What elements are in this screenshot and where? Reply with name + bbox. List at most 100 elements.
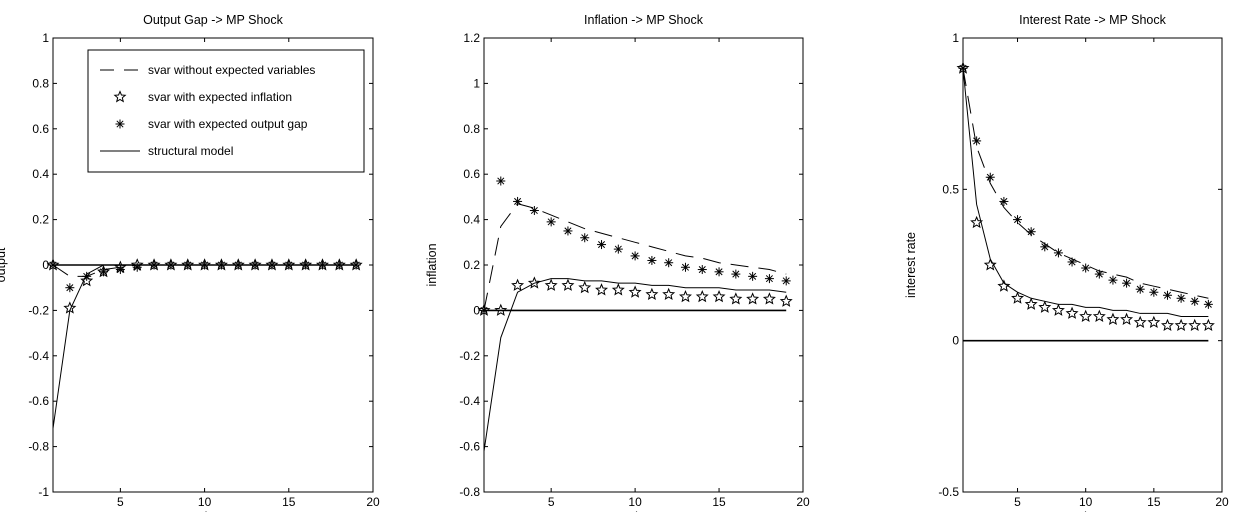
data-point-asterisk: [546, 217, 556, 227]
series-asterisk: [479, 176, 791, 315]
data-point-star: [983, 258, 997, 271]
data-point-star: [628, 285, 642, 298]
y-tick-label: 0.8: [32, 76, 49, 90]
legend-label: svar with expected inflation: [148, 90, 292, 104]
data-point-star: [746, 292, 760, 305]
data-point-star: [544, 278, 558, 291]
data-point-asterisk: [731, 269, 741, 279]
data-point-asterisk: [1094, 269, 1104, 279]
data-point-asterisk: [479, 305, 489, 315]
asterisk-stroke: [681, 263, 690, 271]
asterisk-stroke: [1027, 228, 1035, 236]
data-point-asterisk: [1013, 215, 1023, 225]
y-axis-label: output: [0, 247, 8, 282]
asterisk-stroke: [749, 272, 757, 280]
data-point-asterisk: [999, 196, 1009, 206]
series-line: [483, 278, 787, 452]
data-point-star: [80, 274, 94, 287]
asterisk-stroke: [1150, 288, 1158, 296]
data-point-asterisk: [1040, 242, 1050, 252]
chart-2: Inflation -> MP Shock -0.8 -0.6 -0.4 -0.2 0 0.…: [425, 13, 810, 512]
y-tick-label: 0.8: [463, 122, 480, 136]
y-tick-label: 0.4: [463, 213, 480, 227]
legend-label: svar without expected variables: [148, 63, 315, 77]
x-tick-label: 15: [282, 495, 296, 509]
plot-frame: [962, 37, 1223, 493]
asterisk-stroke: [530, 206, 538, 215]
asterisk-stroke: [715, 268, 723, 276]
y-tick-label: -0.5: [938, 485, 959, 499]
data-point-asterisk: [748, 271, 758, 281]
data-point-asterisk: [1176, 293, 1186, 303]
data-point-star: [1024, 297, 1038, 310]
asterisk-stroke: [959, 64, 967, 72]
asterisk-stroke: [597, 241, 606, 249]
asterisk-stroke: [1204, 300, 1212, 308]
data-point-star: [1065, 306, 1079, 319]
series-dashed: [962, 68, 1209, 299]
x-tick-label: 20: [366, 495, 380, 509]
asterisk-stroke: [1013, 216, 1022, 224]
data-point-star: [1201, 318, 1215, 332]
data-point-asterisk: [647, 255, 657, 265]
chart-title: Output Gap -> MP Shock: [143, 13, 284, 27]
chart-title: Inflation -> MP Shock: [584, 13, 704, 27]
data-point-asterisk: [613, 244, 623, 254]
data-point-star: [1011, 291, 1024, 304]
y-tick-label: -0.8: [459, 485, 480, 499]
series-solid: [52, 264, 357, 429]
y-tick-label: -1: [38, 485, 49, 499]
chart-1: Output Gap -> MP Shock -1 -0.8 -0.6 -0.4 -0.2…: [0, 13, 380, 512]
asterisk-stroke: [648, 256, 656, 264]
data-point-asterisk: [1067, 257, 1077, 267]
series-dashed: [483, 203, 787, 311]
chart-3: Interest Rate -> MP Shock-0.500.515 10 15 2…: [904, 13, 1229, 512]
y-tick-label: 0.6: [32, 122, 49, 136]
data-point-star: [1188, 318, 1202, 332]
series-line: [52, 264, 357, 429]
y-tick-label: 1: [952, 31, 959, 45]
data-point-asterisk: [714, 267, 724, 277]
data-point-asterisk: [513, 196, 523, 206]
x-tick-label: 15: [712, 495, 726, 509]
data-point-star: [1038, 300, 1052, 313]
data-point-asterisk: [1053, 248, 1063, 258]
asterisk-stroke: [1177, 294, 1185, 302]
data-point-asterisk: [1108, 275, 1118, 285]
asterisk-stroke: [564, 227, 572, 235]
data-point-asterisk: [597, 240, 607, 250]
plot-frame: [483, 37, 804, 493]
asterisk-stroke: [1109, 276, 1117, 284]
data-point-star: [662, 287, 676, 301]
data-point-star: [1106, 312, 1120, 325]
y-tick-label: -0.6: [459, 440, 480, 454]
data-point-star: [729, 292, 743, 305]
chart-title: Interest Rate -> MP Shock: [1019, 13, 1166, 27]
asterisk-stroke: [665, 259, 673, 267]
data-point-asterisk: [958, 63, 968, 73]
asterisk-stroke: [732, 270, 740, 278]
x-tick-label: 15: [1147, 495, 1161, 509]
data-point-asterisk: [48, 260, 58, 270]
asterisk-stroke: [514, 197, 522, 205]
y-tick-label: 0: [473, 303, 480, 317]
series-asterisk: [958, 63, 1213, 309]
data-point-star: [762, 292, 776, 305]
data-point-star: [595, 283, 609, 296]
data-point-asterisk: [1149, 287, 1159, 297]
data-point-star: [1133, 315, 1147, 329]
y-tick-label: -0.6: [28, 394, 49, 408]
series-line: [962, 68, 1209, 299]
legend-swatch-star: [113, 90, 127, 103]
legend-label: svar with expected output gap: [148, 117, 308, 131]
y-axis-label: inflation: [425, 243, 439, 286]
asterisk-stroke: [480, 306, 488, 314]
legend: svar without expected variables svar with…: [87, 49, 365, 173]
x-tick-label: 5: [1014, 495, 1021, 509]
asterisk-stroke: [1054, 249, 1062, 257]
y-tick-label: -0.4: [459, 394, 480, 408]
data-point-star: [645, 287, 659, 301]
data-point-asterisk: [664, 258, 674, 268]
y-tick-label: -0.2: [459, 349, 480, 363]
asterisk-stroke: [66, 284, 74, 292]
